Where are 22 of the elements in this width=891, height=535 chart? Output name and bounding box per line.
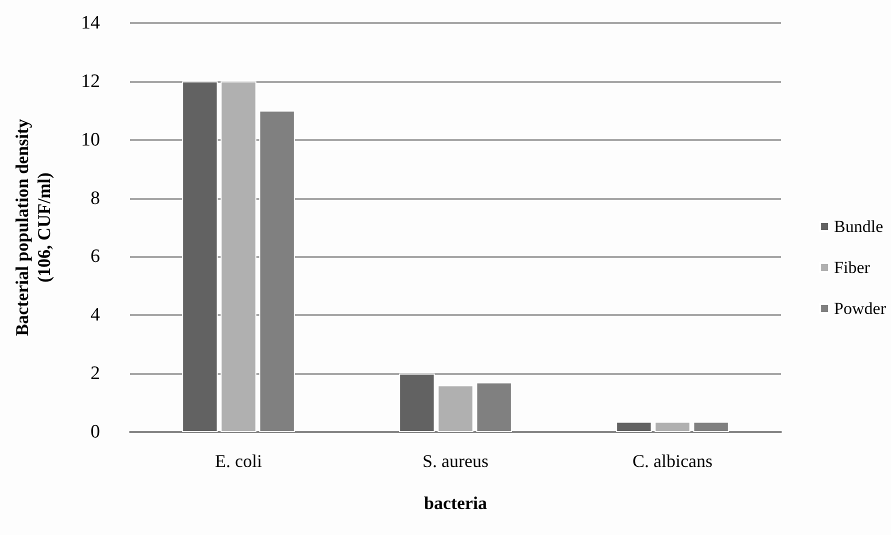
bar	[220, 81, 256, 432]
y-tick-label: 10	[81, 129, 100, 150]
bar	[616, 422, 652, 432]
y-tick-label: 12	[81, 70, 100, 92]
legend-label: Fiber	[834, 258, 870, 277]
y-tick-label: 2	[90, 363, 100, 384]
y-axis-title: Bacterial population density (106, CUF/ml)	[12, 118, 54, 336]
x-axis-title: bacteria	[424, 493, 487, 513]
y-tick-label: 8	[90, 188, 100, 209]
bar	[654, 422, 690, 432]
bar	[399, 374, 435, 432]
legend-label: Powder	[834, 299, 886, 318]
y-tick-label: 6	[90, 246, 100, 268]
bar	[438, 385, 474, 432]
y-tick-label: 4	[90, 304, 100, 326]
x-tick-label: E. coli	[215, 451, 262, 471]
y-tick-label: 0	[90, 422, 100, 442]
bar	[182, 81, 218, 432]
legend-label: Bundle	[834, 217, 884, 236]
x-tick-label: C. albicans	[632, 451, 712, 471]
x-tick-label: S. aureus	[422, 451, 488, 471]
y-tick-label: 14	[81, 12, 100, 34]
